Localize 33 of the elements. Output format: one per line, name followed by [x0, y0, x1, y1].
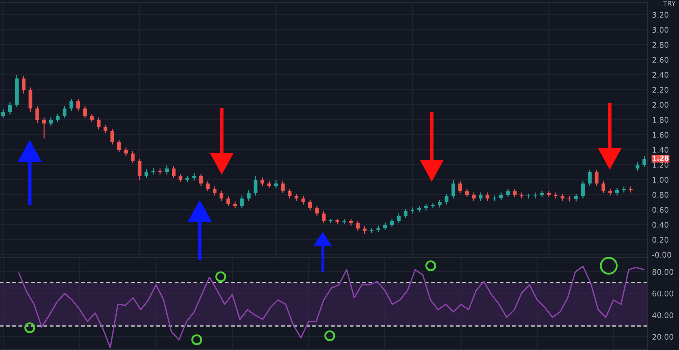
- line-series: [18, 266, 645, 348]
- candlestick: [110, 128, 114, 146]
- candlestick: [322, 211, 326, 224]
- candlestick: [594, 170, 599, 186]
- candlestick: [588, 170, 592, 186]
- candlestick: [76, 98, 80, 112]
- candlestick: [220, 190, 224, 202]
- candlestick: [206, 181, 210, 192]
- candlestick: [70, 98, 74, 112]
- candlestick: [28, 87, 33, 113]
- candlestick: [254, 176, 258, 196]
- candlestick: [581, 181, 586, 200]
- candlestick: [172, 166, 176, 179]
- candlestick: [397, 213, 401, 224]
- candlestick: [356, 220, 360, 232]
- candlestick: [226, 196, 230, 207]
- candlestick: [36, 106, 40, 124]
- candlestick: [8, 102, 12, 116]
- candlestick: [458, 181, 462, 194]
- candlestick: [247, 190, 251, 202]
- candlestick: [452, 180, 456, 200]
- candlestick: [117, 140, 122, 153]
- candlestick: [138, 158, 142, 180]
- candlestick: [97, 117, 101, 130]
- candlestick: [22, 76, 26, 94]
- candlestick: [288, 188, 292, 200]
- candlestick: [642, 156, 646, 168]
- candlestick: [308, 200, 312, 212]
- candlestick: [131, 151, 135, 164]
- candlestick: [444, 194, 449, 206]
- candlestick: [281, 181, 285, 194]
- candlestick: [199, 174, 204, 186]
- candlestick: [534, 192, 538, 200]
